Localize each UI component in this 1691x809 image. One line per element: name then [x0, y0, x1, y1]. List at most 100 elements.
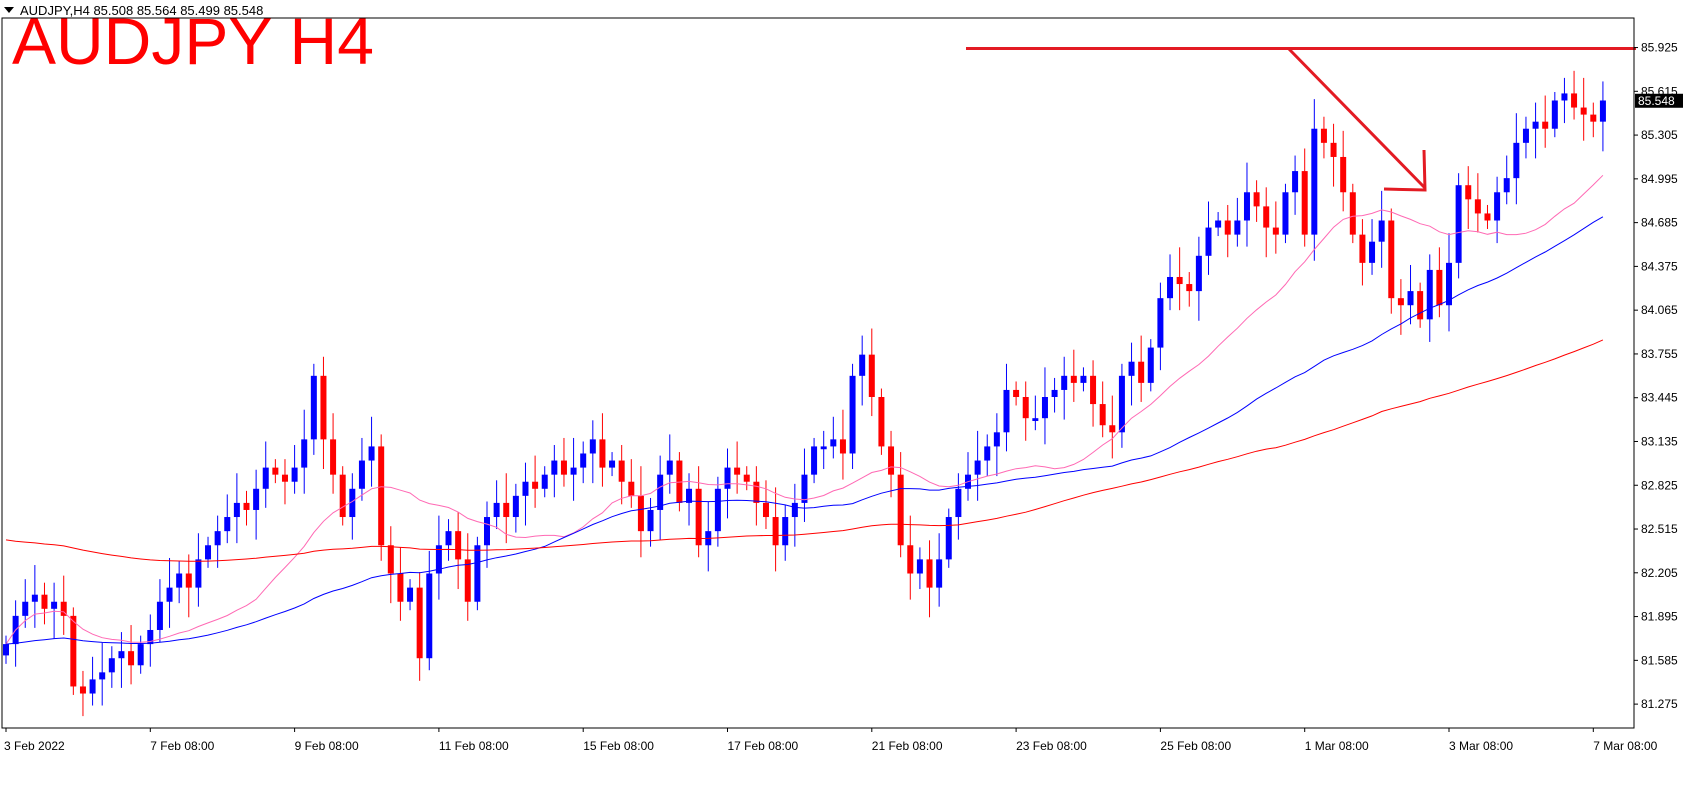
- candle-body: [1474, 199, 1481, 214]
- candle-body: [1340, 156, 1347, 193]
- candle-body: [1157, 298, 1164, 348]
- candle-body: [320, 375, 327, 440]
- candle-body: [1070, 375, 1077, 383]
- candle-body: [89, 679, 96, 694]
- candle-body: [224, 517, 231, 532]
- candle-body: [945, 517, 952, 560]
- candle-body: [1195, 255, 1202, 292]
- y-tick-label: 83.755: [1641, 347, 1678, 361]
- x-tick-label: 11 Feb 08:00: [439, 739, 509, 753]
- candle-body: [22, 601, 29, 616]
- candle-body: [897, 474, 904, 546]
- candle-body: [1542, 121, 1549, 129]
- candle-body: [1186, 284, 1193, 292]
- ma-short-line: [5, 174, 1604, 645]
- plot-frame: [1, 17, 1635, 729]
- candle-body: [714, 488, 721, 532]
- candle-body: [1263, 206, 1270, 228]
- candle-body: [1234, 220, 1241, 235]
- candle-body: [1532, 121, 1539, 129]
- candle-body: [493, 502, 500, 518]
- candle-body: [214, 531, 221, 546]
- moving-averages-layer: [5, 174, 1604, 645]
- candle-body: [41, 594, 48, 609]
- symbol-header: AUDJPY,H4 85.508 85.564 85.499 85.548: [20, 3, 264, 18]
- candle-body: [1465, 185, 1472, 200]
- candle-body: [734, 467, 741, 475]
- candle-body: [724, 467, 731, 489]
- candle-body: [1484, 213, 1491, 221]
- candle-body: [1369, 241, 1376, 263]
- candle-body: [762, 502, 769, 518]
- y-tick-label: 81.275: [1641, 697, 1678, 711]
- candle-body: [147, 629, 154, 645]
- candle-body: [560, 460, 567, 475]
- candle-body: [1167, 276, 1174, 299]
- current-price-label: 85.548: [1638, 94, 1675, 108]
- candle-body: [99, 672, 106, 680]
- candle-body: [3, 644, 9, 656]
- candle-body: [253, 488, 260, 510]
- candle-body: [589, 439, 596, 454]
- x-tick-label: 9 Feb 08:00: [295, 739, 359, 753]
- candle-body: [984, 446, 991, 461]
- candle-body: [743, 474, 750, 482]
- candle-body: [397, 573, 404, 602]
- candle-body: [1513, 142, 1520, 179]
- current-price-box: [1635, 93, 1683, 108]
- x-tick-label: 21 Feb 08:00: [872, 739, 943, 753]
- candle-body: [1061, 375, 1068, 390]
- candle-body: [1032, 418, 1039, 422]
- candle-body: [1446, 262, 1452, 306]
- candle-body: [1176, 276, 1183, 285]
- candle-body: [445, 531, 452, 546]
- y-tick-label: 81.585: [1641, 653, 1678, 667]
- candle-body: [205, 545, 212, 560]
- candle-body: [1118, 375, 1125, 433]
- y-tick-label: 81.895: [1641, 610, 1678, 624]
- candle-body: [330, 439, 337, 475]
- candle-body: [1503, 178, 1510, 193]
- time-axis: 3 Feb 2022 7 Feb 08:00 9 Feb 08:00 11 Feb 0…: [4, 728, 1658, 753]
- candle-body: [811, 446, 818, 475]
- candle-body: [820, 446, 827, 450]
- candle-body: [484, 517, 490, 546]
- candle-body: [1580, 107, 1587, 115]
- candle-body: [281, 474, 288, 482]
- candle-body: [791, 502, 798, 518]
- candle-body: [888, 446, 895, 475]
- y-tick-label: 84.375: [1641, 259, 1678, 273]
- candle-body: [1522, 128, 1529, 143]
- candle-body: [599, 439, 606, 468]
- candle-body: [782, 517, 789, 546]
- candle-body: [637, 495, 644, 532]
- candle-body: [1455, 185, 1462, 263]
- candle-body: [1426, 269, 1433, 320]
- chart-title-overlay: AUDJPY H4: [12, 4, 374, 78]
- x-tick-label: 3 Feb 2022: [4, 739, 65, 753]
- candle-body: [657, 474, 664, 510]
- candle-body: [1436, 269, 1443, 306]
- candle-body: [368, 446, 375, 461]
- x-tick-label: 7 Mar 08:00: [1593, 739, 1657, 753]
- candle-body: [1080, 375, 1087, 383]
- y-tick-label: 83.135: [1641, 434, 1678, 448]
- candle-body: [541, 474, 548, 489]
- candle-body: [464, 559, 471, 602]
- annotation-layer: [966, 46, 1636, 192]
- candle-body: [474, 545, 481, 602]
- candle-body: [1243, 192, 1250, 221]
- candle-body: [70, 615, 77, 687]
- candle-body: [118, 651, 125, 659]
- candle-body: [878, 397, 885, 447]
- candle-body: [512, 495, 519, 518]
- chart-menu-arrow-icon[interactable]: [4, 7, 14, 13]
- candle-body: [849, 375, 856, 454]
- candle-body: [195, 559, 202, 588]
- candle-body: [1051, 389, 1058, 398]
- candle-body: [1099, 404, 1106, 426]
- candle-body: [503, 502, 510, 518]
- candle-body: [1090, 375, 1097, 405]
- candle-body: [108, 658, 115, 673]
- candle-body: [907, 545, 914, 574]
